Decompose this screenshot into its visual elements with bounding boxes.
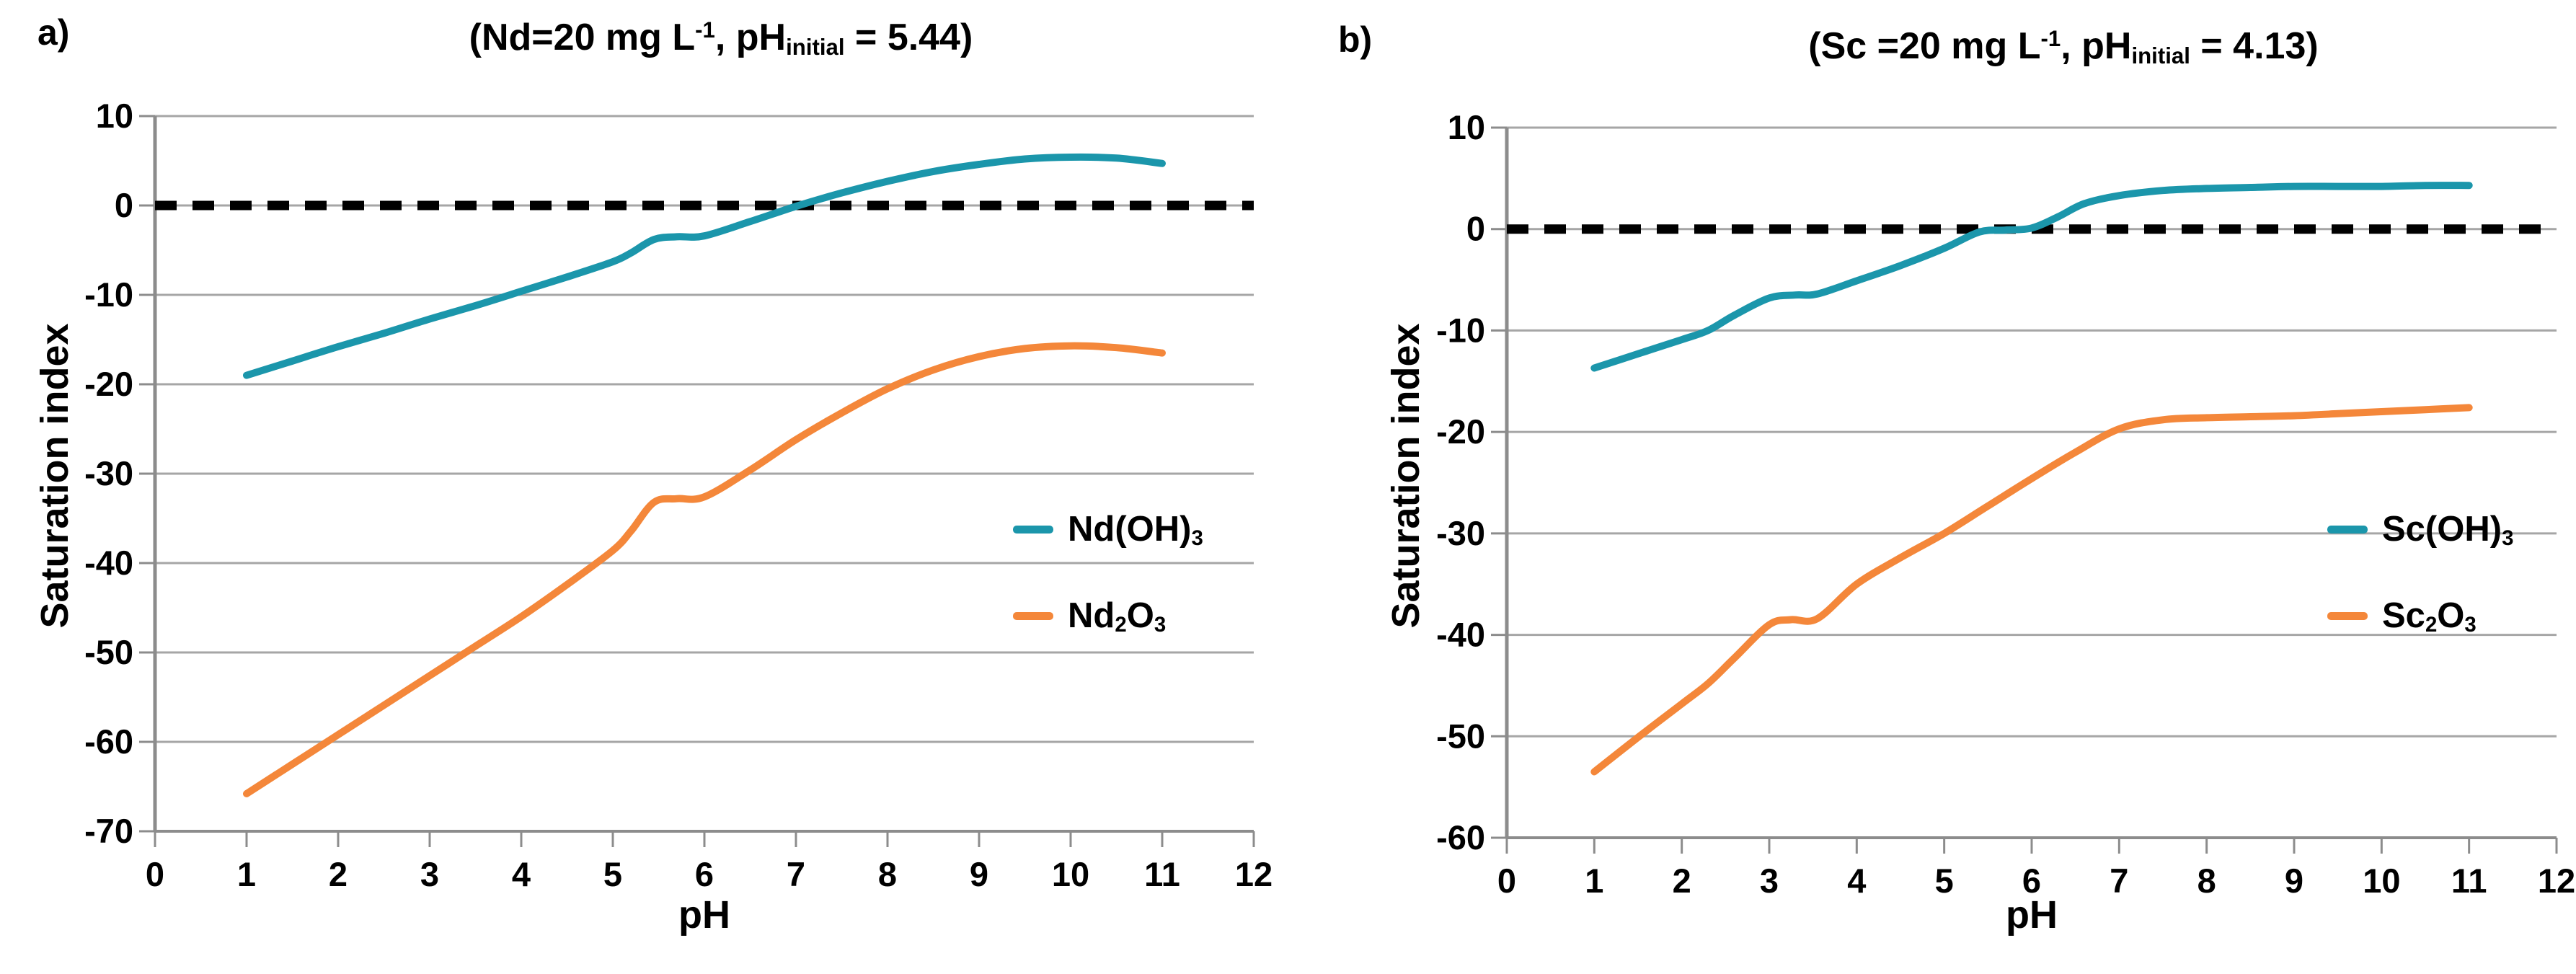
legend-label: Sc(OH)3 <box>2382 509 2514 551</box>
series-line-sc-oh-3 <box>1590 182 2473 372</box>
x-tick-label: 0 <box>1497 862 1516 900</box>
y-tick-label: -50 <box>84 633 133 671</box>
subscript-text: 3 <box>1154 613 1167 637</box>
x-tick-label: 8 <box>2197 862 2216 900</box>
x-tick-label: 10 <box>1052 855 1089 893</box>
x-tick-label: 8 <box>878 855 897 893</box>
x-tick-label: 10 <box>2363 862 2400 900</box>
series-line-nd-oh-3 <box>243 153 1166 379</box>
chart-title: (Nd=20 mg L-1, pHinitial = 5.44) <box>469 16 973 60</box>
panel-letter: b) <box>1338 19 1373 60</box>
y-tick-label: -10 <box>1436 311 1485 349</box>
text-run: O <box>1126 596 1154 635</box>
panel-letter: a) <box>37 12 70 53</box>
text-run: (Sc =20 mg L <box>1808 25 2041 67</box>
x-axis-title: pH <box>678 893 730 937</box>
subscript-text: 3 <box>2502 526 2514 551</box>
superscript-text: -1 <box>695 17 715 43</box>
y-tick-label: -30 <box>84 454 133 492</box>
subscript-text: 3 <box>2464 613 2477 637</box>
legend-label: Nd(OH)3 <box>1068 509 1203 551</box>
subscript-text: initial <box>2131 43 2190 68</box>
y-tick-label: 0 <box>115 186 133 224</box>
x-tick-label: 6 <box>2022 862 2041 900</box>
legend-line-swatch <box>2327 525 2368 534</box>
x-tick-label: 4 <box>512 855 531 893</box>
x-tick-label: 3 <box>420 855 439 893</box>
y-tick-label: -40 <box>84 544 133 582</box>
y-tick-label: -60 <box>1436 818 1485 856</box>
x-tick-label: 9 <box>970 855 988 893</box>
x-tick-label: 3 <box>1760 862 1779 900</box>
x-tick-label: 1 <box>237 855 256 893</box>
y-tick-label: -60 <box>84 722 133 761</box>
y-tick-label: 10 <box>96 97 133 135</box>
x-tick-label: 6 <box>695 855 714 893</box>
x-tick-label: 2 <box>329 855 348 893</box>
subscript-text: 3 <box>1191 526 1203 551</box>
superscript-text: -1 <box>2040 25 2061 51</box>
text-run: Sc <box>2382 596 2425 635</box>
x-tick-label: 9 <box>2285 862 2303 900</box>
legend-line-swatch <box>1013 525 1053 534</box>
chart-title: (Sc =20 mg L-1, pHinitial = 4.13) <box>1808 25 2318 68</box>
text-run: = 4.13) <box>2190 25 2319 67</box>
x-tick-label: 11 <box>2451 862 2487 900</box>
x-tick-label: 5 <box>1935 862 1954 900</box>
x-tick-label: 12 <box>1235 855 1272 893</box>
text-run: Nd(OH) <box>1068 510 1192 549</box>
legend-line-swatch <box>2327 611 2368 620</box>
x-tick-label: 7 <box>2110 862 2128 900</box>
subscript-text: initial <box>786 34 845 60</box>
y-tick-label: 0 <box>1466 210 1485 248</box>
x-tick-label: 5 <box>603 855 622 893</box>
text-run: O <box>2437 596 2465 635</box>
subscript-text: 2 <box>2425 613 2438 637</box>
y-tick-label: 10 <box>1448 108 1485 146</box>
x-tick-label: 1 <box>1585 862 1603 900</box>
y-tick-label: -70 <box>84 812 133 850</box>
text-run: = 5.44) <box>844 17 973 58</box>
text-run: Nd <box>1068 596 1115 635</box>
y-tick-label: -20 <box>1436 412 1485 451</box>
x-axis-title: pH <box>2006 893 2058 937</box>
y-tick-label: -20 <box>84 365 133 403</box>
x-tick-label: 11 <box>1144 855 1180 893</box>
legend-item: Nd2O3 <box>1013 596 1167 637</box>
y-tick-label: -30 <box>1436 514 1485 552</box>
y-tick-label: -40 <box>1436 616 1485 654</box>
text-run: , pH <box>714 17 787 58</box>
x-tick-label: 2 <box>1673 862 1691 900</box>
text-run: , pH <box>2061 25 2132 67</box>
x-tick-label: 4 <box>1847 862 1866 900</box>
legend-item: Nd(OH)3 <box>1013 509 1203 551</box>
legend-item: Sc2O3 <box>2327 596 2477 637</box>
legend-item: Sc(OH)3 <box>2327 509 2514 551</box>
text-run: (Nd=20 mg L <box>469 17 696 58</box>
text-run: Sc(OH) <box>2382 510 2502 549</box>
legend-line-swatch <box>1013 611 1053 620</box>
x-tick-label: 7 <box>787 855 805 893</box>
y-tick-label: -50 <box>1436 717 1485 755</box>
x-tick-label: 0 <box>146 855 164 893</box>
legend-label: Sc2O3 <box>2382 596 2477 637</box>
x-tick-label: 12 <box>2538 862 2575 900</box>
series-line-sc2o3 <box>1590 404 2473 776</box>
legend-label: Nd2O3 <box>1068 596 1167 637</box>
y-tick-label: -10 <box>84 275 133 314</box>
subscript-text: 2 <box>1115 613 1127 637</box>
series-line-nd2o3 <box>243 342 1166 797</box>
